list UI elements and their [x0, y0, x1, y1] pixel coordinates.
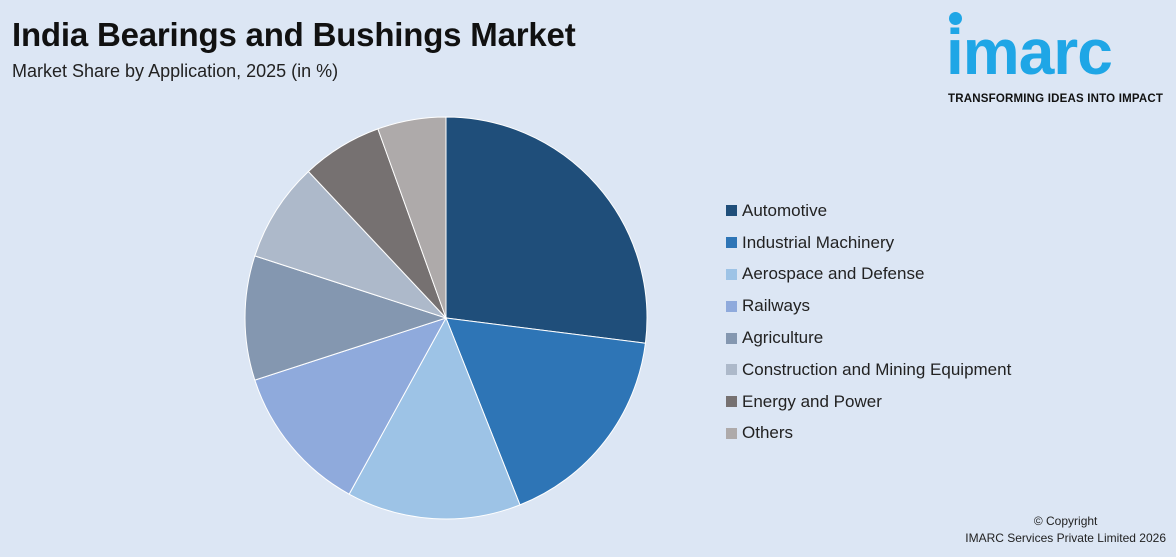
imarc-logo: imarc TRANSFORMING IDEAS INTO IMPACT	[946, 12, 1170, 108]
legend-label: Railways	[742, 296, 811, 316]
logo-tagline: TRANSFORMING IDEAS INTO IMPACT	[948, 93, 1164, 105]
legend-label: Energy and Power	[742, 391, 882, 411]
legend-swatch	[726, 364, 737, 376]
logo-dot	[949, 12, 962, 25]
legend-swatch	[726, 205, 737, 217]
logo-wordmark: imarc	[946, 16, 1113, 88]
pie-slice-construction-and-mining-equipment	[254, 170, 447, 319]
legend-swatch	[726, 332, 737, 344]
pie-slice-aerospace-and-defense	[348, 316, 521, 520]
legend-swatch	[726, 427, 737, 439]
legend-item: Aerospace and Defense	[726, 259, 1011, 291]
copyright-notice: © Copyright IMARC Services Private Limit…	[965, 513, 1166, 547]
legend-swatch	[726, 237, 737, 249]
legend-item: Industrial Machinery	[726, 227, 1011, 259]
chart-legend: Automotive Industrial Machinery Aerospace …	[726, 195, 1011, 449]
pie-chart	[244, 116, 648, 520]
legend-item: Automotive	[726, 195, 1011, 227]
pie-slice-automotive	[445, 116, 648, 344]
pie-slice-industrial-machinery	[445, 317, 646, 506]
legend-item: Agriculture	[726, 322, 1011, 354]
legend-label: Others	[742, 423, 794, 443]
copyright-line-2: IMARC Services Private Limited 2026	[965, 531, 1166, 545]
legend-item: Railways	[726, 290, 1011, 322]
legend-item: Others	[726, 418, 1011, 450]
chart-title: India Bearings and Bushings Market	[12, 16, 576, 53]
legend-label: Industrial Machinery	[742, 232, 895, 252]
legend-label: Construction and Mining Equipment	[742, 359, 1012, 379]
legend-swatch	[726, 300, 737, 312]
pie-slice-agriculture	[244, 255, 448, 381]
legend-label: Agriculture	[742, 328, 824, 348]
legend-label: Automotive	[742, 200, 828, 220]
legend-label: Aerospace and Defense	[742, 264, 925, 284]
legend-swatch	[726, 396, 737, 408]
pie-slice-others	[377, 116, 447, 319]
legend-swatch	[726, 268, 737, 280]
pie-slice-railways	[254, 317, 448, 495]
legend-item: Energy and Power	[726, 386, 1011, 418]
copyright-line-1: © Copyright	[1033, 514, 1098, 528]
chart-subtitle: Market Share by Application, 2025 (in %)	[12, 61, 339, 81]
legend-item: Construction and Mining Equipment	[726, 354, 1011, 386]
